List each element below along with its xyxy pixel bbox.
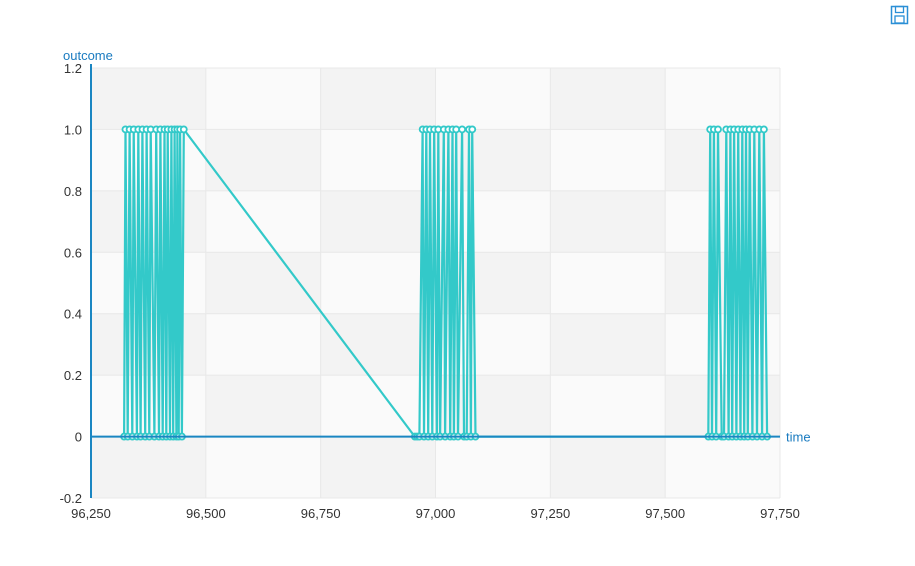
plot-band xyxy=(320,68,436,130)
data-point xyxy=(714,125,722,134)
y-tick-label: 0.4 xyxy=(64,307,82,322)
plot-band xyxy=(205,68,321,130)
y-tick-label: 0.2 xyxy=(64,368,82,383)
plot-band xyxy=(320,313,436,376)
plot-band xyxy=(550,375,666,437)
plot-band xyxy=(435,129,551,191)
y-tick-label: 0.6 xyxy=(64,245,82,260)
y-tick-label: -0.2 xyxy=(60,491,82,506)
plot-band xyxy=(91,436,206,498)
save-button[interactable] xyxy=(890,5,910,25)
plot-band xyxy=(550,129,666,191)
data-point xyxy=(760,125,768,134)
plot-band xyxy=(205,375,321,437)
plot-band xyxy=(91,129,206,191)
series-outcome xyxy=(120,125,772,441)
plot-band xyxy=(550,68,666,130)
x-tick-label: 97,250 xyxy=(530,506,570,521)
plot-band xyxy=(205,129,321,191)
plot-band xyxy=(205,436,321,498)
y-tick-label: 1.2 xyxy=(64,61,82,76)
plot-band xyxy=(550,190,666,253)
plot-band xyxy=(320,375,436,437)
plot-band xyxy=(550,252,666,314)
data-point xyxy=(468,125,477,134)
save-icon xyxy=(890,5,909,25)
plot-band xyxy=(435,68,551,130)
plot-band xyxy=(435,436,551,498)
y-tick-label: 0.8 xyxy=(64,184,82,199)
axes xyxy=(90,64,780,498)
x-tick-label: 96,250 xyxy=(71,506,111,521)
plot-band xyxy=(320,190,436,253)
plot-band xyxy=(665,436,780,498)
plot-band xyxy=(550,436,666,498)
x-tick-label: 96,500 xyxy=(186,506,226,521)
data-point xyxy=(179,125,188,134)
y-tick-label: 1.0 xyxy=(64,122,82,137)
plot-band xyxy=(205,252,321,314)
plot-band xyxy=(550,313,666,376)
plot-band xyxy=(320,252,436,314)
plot-band xyxy=(205,190,321,253)
plot-band xyxy=(91,68,206,130)
tick-labels: -0.2 0 0.2 0.4 0.6 0.8 1.0 1.2 96,250 96,500 96,75… xyxy=(60,48,811,521)
plot-band xyxy=(665,68,780,130)
x-tick-label: 96,750 xyxy=(301,506,341,521)
x-axis-title: time xyxy=(786,430,811,445)
x-tick-label: 97,750 xyxy=(760,506,800,521)
series-line xyxy=(123,128,769,438)
plot-band xyxy=(320,436,436,498)
y-axis-title: outcome xyxy=(63,48,113,63)
data-point xyxy=(458,125,467,134)
x-tick-label: 97,500 xyxy=(645,506,685,521)
plot-band xyxy=(320,129,436,191)
plot-band xyxy=(205,313,321,376)
x-tick-label: 97,000 xyxy=(416,506,456,521)
y-tick-label: 0 xyxy=(75,430,82,445)
